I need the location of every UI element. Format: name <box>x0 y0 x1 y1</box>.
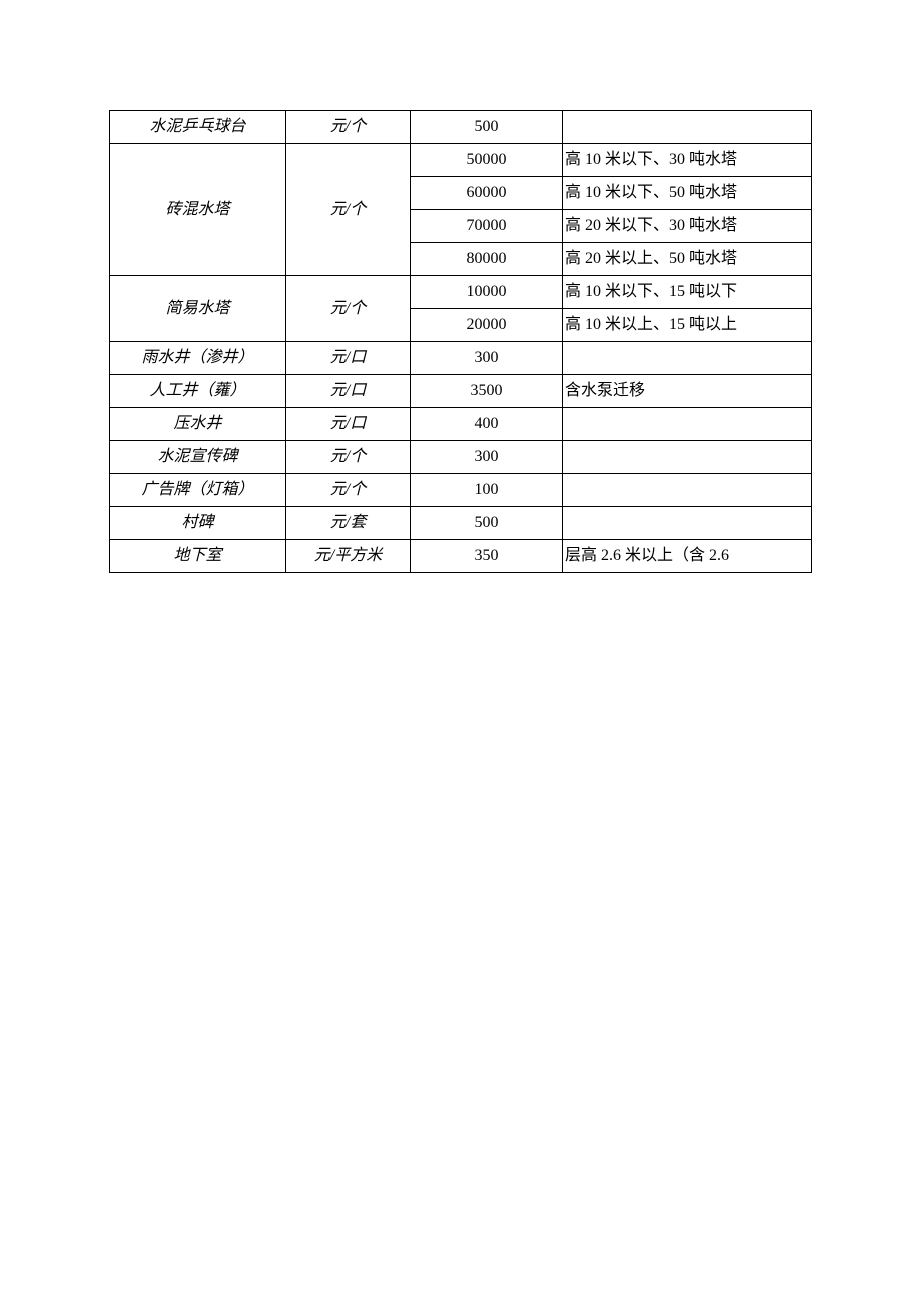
cell-price: 300 <box>411 441 563 474</box>
cell-item: 水泥乒乓球台 <box>110 111 286 144</box>
cell-unit: 元/个 <box>286 276 411 342</box>
table-row: 雨水井（渗井） 元/口 300 <box>110 342 812 375</box>
cell-price: 20000 <box>411 309 563 342</box>
cell-item: 人工井（蕹） <box>110 375 286 408</box>
cell-unit: 元/平方米 <box>286 540 411 573</box>
cell-price: 50000 <box>411 144 563 177</box>
cell-remark: 高 10 米以下、50 吨水塔 <box>563 177 812 210</box>
cell-item: 简易水塔 <box>110 276 286 342</box>
cell-price: 500 <box>411 111 563 144</box>
cell-price: 100 <box>411 474 563 507</box>
table-row: 水泥乒乓球台 元/个 500 <box>110 111 812 144</box>
table-row: 简易水塔 元/个 10000 高 10 米以下、15 吨以下 <box>110 276 812 309</box>
table-row: 人工井（蕹） 元/口 3500 含水泵迁移 <box>110 375 812 408</box>
cell-remark: 层高 2.6 米以上（含 2.6 <box>563 540 812 573</box>
table-row: 村碑 元/套 500 <box>110 507 812 540</box>
page: 水泥乒乓球台 元/个 500 砖混水塔 元/个 50000 高 10 米以下、3… <box>0 0 920 573</box>
cell-remark <box>563 441 812 474</box>
cell-unit: 元/个 <box>286 441 411 474</box>
cell-remark <box>563 342 812 375</box>
cell-item: 压水井 <box>110 408 286 441</box>
cell-remark: 高 10 米以下、15 吨以下 <box>563 276 812 309</box>
cell-remark <box>563 408 812 441</box>
cell-unit: 元/个 <box>286 474 411 507</box>
cell-unit: 元/个 <box>286 144 411 276</box>
cell-price: 3500 <box>411 375 563 408</box>
cell-remark: 高 10 米以上、15 吨以上 <box>563 309 812 342</box>
table-row: 水泥宣传碑 元/个 300 <box>110 441 812 474</box>
cell-item: 砖混水塔 <box>110 144 286 276</box>
cell-remark <box>563 474 812 507</box>
cell-unit: 元/个 <box>286 111 411 144</box>
cell-unit: 元/口 <box>286 342 411 375</box>
cell-item: 地下室 <box>110 540 286 573</box>
table-row: 砖混水塔 元/个 50000 高 10 米以下、30 吨水塔 <box>110 144 812 177</box>
cell-price: 60000 <box>411 177 563 210</box>
cell-unit: 元/套 <box>286 507 411 540</box>
cell-price: 400 <box>411 408 563 441</box>
cell-remark <box>563 111 812 144</box>
compensation-table: 水泥乒乓球台 元/个 500 砖混水塔 元/个 50000 高 10 米以下、3… <box>109 110 812 573</box>
cell-remark: 高 20 米以下、30 吨水塔 <box>563 210 812 243</box>
cell-unit: 元/口 <box>286 408 411 441</box>
table-row: 压水井 元/口 400 <box>110 408 812 441</box>
cell-price: 300 <box>411 342 563 375</box>
cell-price: 70000 <box>411 210 563 243</box>
cell-remark: 高 20 米以上、50 吨水塔 <box>563 243 812 276</box>
cell-remark <box>563 507 812 540</box>
cell-remark: 含水泵迁移 <box>563 375 812 408</box>
cell-item: 村碑 <box>110 507 286 540</box>
table-row: 广告牌（灯箱） 元/个 100 <box>110 474 812 507</box>
table-row: 地下室 元/平方米 350 层高 2.6 米以上（含 2.6 <box>110 540 812 573</box>
cell-price: 500 <box>411 507 563 540</box>
cell-item: 雨水井（渗井） <box>110 342 286 375</box>
cell-item: 广告牌（灯箱） <box>110 474 286 507</box>
cell-remark: 高 10 米以下、30 吨水塔 <box>563 144 812 177</box>
cell-unit: 元/口 <box>286 375 411 408</box>
cell-item: 水泥宣传碑 <box>110 441 286 474</box>
cell-price: 350 <box>411 540 563 573</box>
cell-price: 80000 <box>411 243 563 276</box>
cell-price: 10000 <box>411 276 563 309</box>
